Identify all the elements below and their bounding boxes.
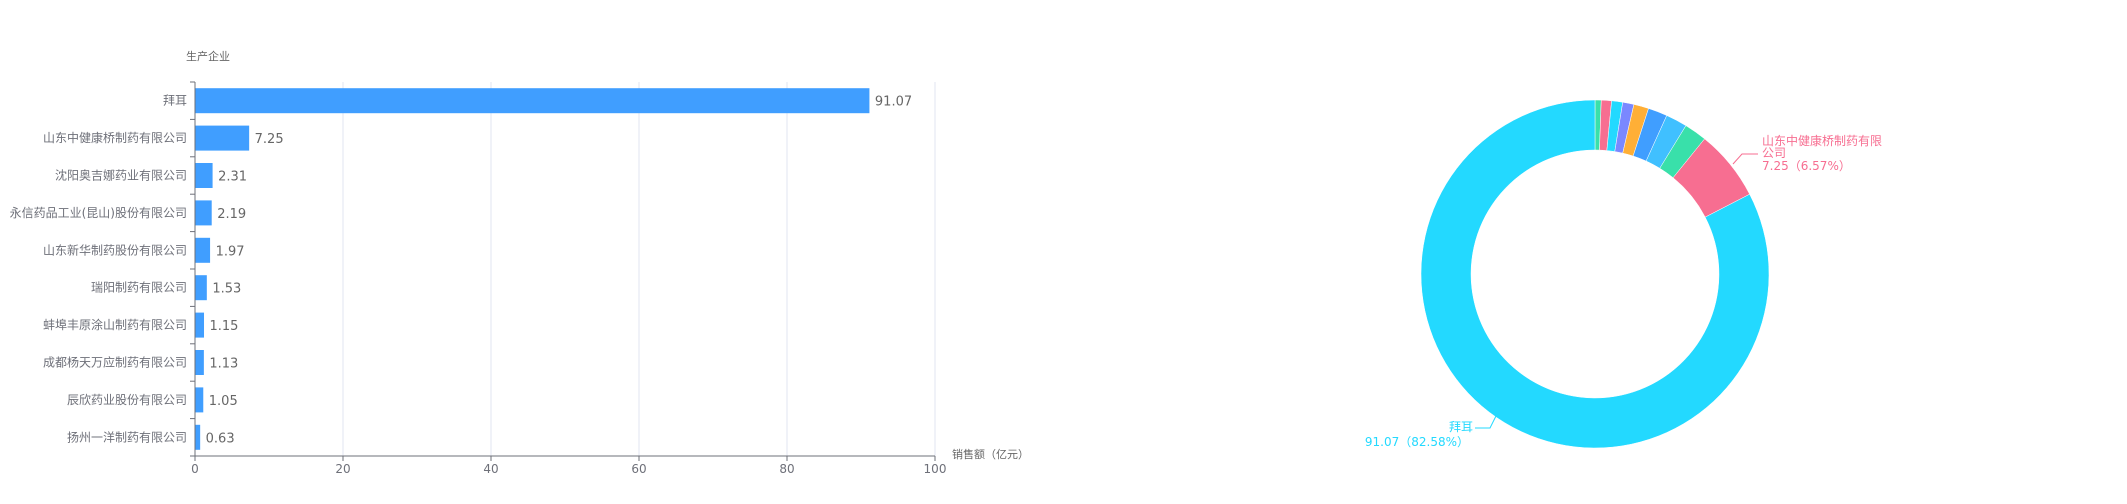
bar-value-label: 0.63	[206, 431, 235, 446]
x-axis-title: 销售额（亿元）	[952, 447, 1029, 461]
grid-lines	[342, 82, 936, 456]
bar-value-label: 1.05	[209, 394, 238, 409]
y-tick-label: 山东中健康桥制药有限公司	[43, 130, 187, 145]
y-tick-label: 瑞阳制药有限公司	[91, 281, 187, 295]
slice-label-name-cont: 公司	[1762, 146, 1786, 160]
x-tick-label: 80	[779, 462, 794, 476]
bar[interactable]	[195, 275, 207, 301]
y-tick-label: 蚌埠丰原涂山制药有限公司	[43, 317, 187, 332]
bar-value-label: 1.13	[209, 357, 238, 372]
y-tick-label: 成都杨天万应制药有限公司	[43, 355, 187, 370]
bar-value-label: 7.25	[255, 132, 284, 147]
y-tick-label: 拜耳	[163, 94, 187, 108]
donut-slice[interactable]	[1420, 99, 1770, 449]
bar[interactable]	[195, 200, 212, 226]
bar[interactable]	[195, 88, 870, 114]
bar-value-label: 1.15	[210, 319, 239, 334]
bar[interactable]	[195, 424, 201, 450]
bar[interactable]	[195, 312, 205, 338]
x-tick-label: 0	[191, 462, 199, 476]
slice-label-name: 拜耳	[1449, 420, 1473, 434]
axes: 0 20 40 60 80 100 拜耳山东中健康桥制药有限公司沈阳奥吉娜药业有限公司永信药…	[10, 81, 947, 476]
slice-label-value: 7.25（6.57%）	[1762, 159, 1851, 173]
slice-label-value: 91.07（82.58%）	[1365, 435, 1469, 449]
y-tick-label: 山东新华制药股份有限公司	[43, 242, 187, 257]
y-tick-label: 永信药品工业(昆山)股份有限公司	[10, 206, 187, 220]
bar-value-label: 91.07	[875, 95, 912, 110]
y-tick-label: 沈阳奥吉娜药业有限公司	[55, 168, 187, 183]
y-axis-title: 生产企业	[186, 49, 230, 63]
bar[interactable]	[195, 350, 204, 375]
x-tick-label: 20	[335, 462, 350, 476]
x-tick-label: 40	[483, 462, 498, 476]
bar-chart: 生产企业 91.07 7.25 2.31 2.19 1.97 1.53 1.15 1.13 1.…	[10, 49, 1029, 476]
bar-value-label: 2.31	[218, 170, 247, 185]
y-tick-label: 辰欣药业股份有限公司	[67, 393, 187, 407]
x-tick-label: 60	[631, 462, 646, 476]
bars: 91.07 7.25 2.31 2.19 1.97 1.53 1.15 1.13 1.05 0.6…	[195, 88, 912, 450]
label-leader-line	[1732, 153, 1758, 165]
bar[interactable]	[195, 125, 250, 151]
bar[interactable]	[195, 237, 211, 263]
bar-value-label: 2.19	[217, 207, 246, 222]
label-leader-line	[1475, 409, 1500, 429]
x-tick-label: 100	[924, 462, 947, 476]
bar[interactable]	[195, 387, 204, 413]
bar-value-label: 1.97	[216, 244, 245, 259]
slice-label-name: 山东中健康桥制药有限	[1762, 133, 1882, 148]
y-tick-label: 扬州一洋制药有限公司	[67, 429, 187, 444]
bar[interactable]	[195, 163, 213, 188]
bar-value-label: 1.53	[212, 282, 241, 297]
